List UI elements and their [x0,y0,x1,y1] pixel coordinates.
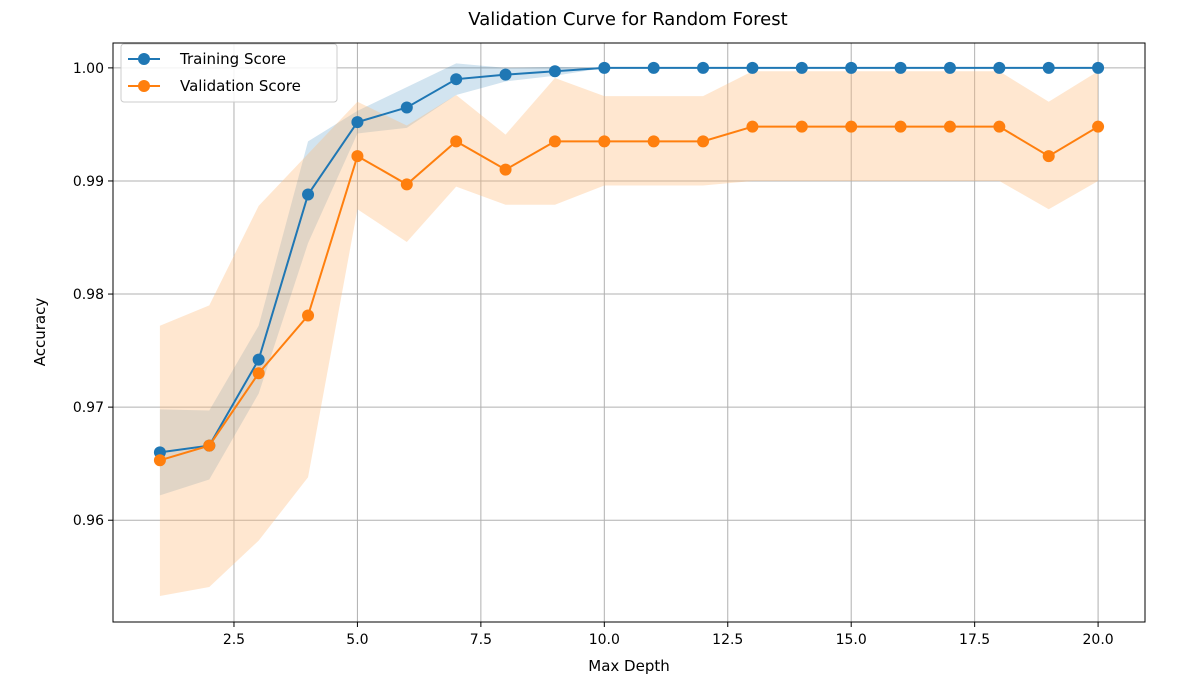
y-tick-label: 0.97 [73,400,104,416]
training-score-point [993,61,1006,74]
legend-validation-label: Validation Score [180,77,301,95]
legend-training-marker [138,53,150,65]
training-score-point [746,61,759,74]
plot-frame [112,42,1146,623]
validation-score-line [159,125,1099,462]
training-score-point [351,116,364,129]
validation-score-point [993,120,1006,133]
validation-score-point [598,135,611,148]
validation-score-point [499,163,512,176]
training-score-line [159,66,1099,454]
tick-layer: 2.5 5.0 7.5 10.0 12.5 15.0 17.5 20.0 0.96 0.97 0.9… [73,61,1114,648]
validation-score-point [450,135,463,148]
validation-score-point [894,120,907,133]
legend: Training Score Validation Score [120,43,338,103]
training-score-point [450,73,463,86]
validation-score-point [1042,150,1055,163]
training-score-point [647,61,660,74]
training-score-point [499,68,512,81]
y-tick-label: 1.00 [73,61,104,77]
training-score-point [1092,61,1105,74]
x-tick-label: 12.5 [712,632,743,648]
x-tick-label: 5.0 [346,632,368,648]
training-score-point [400,101,413,114]
validation-score-point [302,309,315,322]
validation-score-point [153,454,166,467]
validation-score-point [647,135,660,148]
y-axis-label: Accuracy [31,298,49,367]
validation-score-point [746,120,759,133]
training-score-point [894,61,907,74]
training-score-point [795,61,808,74]
validation-score-point [1092,120,1105,133]
legend-training-label: Training Score [179,50,286,68]
validation-score-point [697,135,710,148]
training-score-point [302,188,315,201]
y-tick-label: 0.96 [73,513,104,529]
validation-score-point [548,135,561,148]
training-score-point [845,61,858,74]
validation-score-point [943,120,956,133]
x-tick-label: 2.5 [223,632,245,648]
training-score-point [943,61,956,74]
validation-score-point [203,439,216,452]
training-score-point [598,61,611,74]
validation-score-point [400,178,413,191]
line-layer [159,66,1099,462]
training-score-point [252,353,265,366]
training-score-point [1042,61,1055,74]
validation-score-point [252,367,265,380]
x-tick-label: 15.0 [836,632,867,648]
validation-score-point [845,120,858,133]
legend-validation-marker [138,80,150,92]
x-tick-label: 17.5 [959,632,990,648]
validation-score-point [351,150,364,163]
x-axis-label: Max Depth [588,657,669,675]
x-tick-label: 7.5 [470,632,492,648]
y-tick-label: 0.99 [73,174,104,190]
y-tick-label: 0.98 [73,287,104,303]
validation-score-point [795,120,808,133]
chart-title: Validation Curve for Random Forest [468,9,787,30]
legend-box [120,43,338,103]
x-tick-label: 10.0 [589,632,620,648]
point-layer [153,61,1105,467]
validation-score-band [159,71,1099,596]
training-score-point [548,65,561,78]
band-layer [159,63,1099,596]
training-score-point [697,61,710,74]
x-tick-label: 20.0 [1083,632,1114,648]
